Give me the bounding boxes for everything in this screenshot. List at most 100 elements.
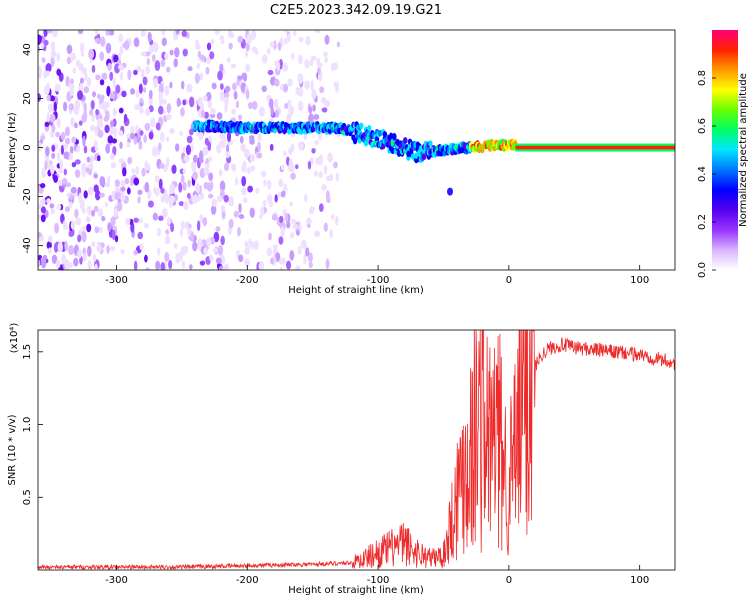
spectrogram-cell [286, 260, 292, 270]
spectrogram-cell [309, 206, 316, 212]
spectrogram-cell [154, 60, 161, 72]
spectrogram-cell [137, 196, 141, 204]
spectrogram-cell [231, 82, 237, 91]
spectrogram-cell [238, 254, 244, 263]
spectrogram-cell [262, 54, 268, 64]
spectrogram-cell [94, 145, 99, 152]
spectrogram-cell [139, 130, 144, 136]
spectrogram-cell [185, 144, 191, 156]
spectrogram-cell [218, 168, 223, 177]
spectrogram-cell [108, 127, 115, 135]
spectrogram-cell [260, 206, 265, 217]
spectrogram-cell [75, 217, 82, 226]
spectrogram-cell [222, 265, 228, 270]
spectrogram-cell [223, 92, 230, 99]
spectrogram-cell [97, 129, 104, 139]
spectrogram-cell [274, 252, 281, 263]
spectrogram-cell [120, 192, 126, 202]
spectrogram-cell [217, 70, 223, 81]
spectrogram-cell [312, 104, 316, 112]
spectrogram-cell [120, 180, 127, 187]
spectrogram-cell [292, 223, 299, 230]
spectrogram-cell [279, 266, 284, 270]
spectrogram-cell [77, 30, 84, 35]
spectrogram-cell [215, 257, 222, 264]
spectrogram-cell [107, 62, 112, 72]
spectrogram-cell [158, 215, 164, 221]
spectrogram-cell [55, 259, 61, 269]
spectrogram-cell [297, 246, 302, 255]
spectrogram-cell [153, 212, 157, 220]
spectrogram-cell [158, 83, 164, 95]
spectrogram-cell [160, 195, 165, 203]
spectrogram-cell [44, 160, 48, 171]
spectrogram-cell [124, 40, 130, 51]
spectrogram-cell [304, 193, 308, 203]
spectrogram-cell [214, 30, 220, 35]
spectrogram-cell [118, 33, 124, 43]
spectrogram-cell [251, 30, 257, 40]
spectrogram-cell [244, 148, 250, 159]
spectrogram-cell [94, 37, 100, 44]
spectrogram-cell [228, 42, 233, 50]
spectrogram-cell [318, 171, 323, 179]
spectrogram-cell [215, 226, 221, 232]
spectrogram-cell [206, 56, 212, 65]
spectrogram-cell [46, 82, 50, 94]
spectrogram-cell [327, 152, 333, 163]
spectrogram-cell [297, 100, 304, 112]
spectrogram-cell [93, 205, 99, 213]
spectrogram-cell [203, 111, 209, 119]
spectrogram-cell [202, 146, 209, 156]
spectrogram-cell [97, 208, 104, 218]
spectrogram-cell [145, 65, 150, 75]
spectrogram-cell [74, 208, 79, 218]
spectrogram-cell [145, 267, 150, 270]
spectrogram-cell [178, 182, 183, 193]
spectrogram-cell [219, 180, 226, 192]
spectrogram-cell [199, 214, 204, 224]
spectrogram-cell [209, 181, 214, 191]
spectrogram-cell [246, 33, 253, 44]
spectrogram-cell [263, 179, 267, 187]
spectrogram-cell [203, 167, 210, 176]
spectrogram-cell [53, 101, 57, 112]
colorbar-label: Normalized spectral amplitude [738, 73, 749, 227]
spectrogram-cell [148, 131, 154, 140]
spectrogram-cell [133, 217, 139, 223]
spectrogram-cell [334, 84, 339, 93]
spectrogram-cell [262, 199, 267, 207]
spectrogram-cell [246, 167, 252, 174]
spectrogram-cell [44, 146, 50, 157]
spectrogram-cell [314, 230, 321, 238]
spectrogram-cell [305, 35, 311, 46]
spectrogram-cell [194, 72, 200, 84]
spectrogram-cell [182, 168, 186, 174]
spectrogram-cell [99, 79, 105, 86]
spectrogram-cell [104, 201, 109, 208]
spectrogram-cell [134, 104, 141, 111]
spectrogram-cell [152, 145, 158, 157]
spectrogram-cell [217, 245, 224, 256]
spectrogram-cell [286, 220, 291, 229]
spectrogram-cell [100, 94, 105, 101]
spectrogram-cell [101, 215, 106, 222]
spectrogram-cell [284, 30, 289, 33]
spectrogram-cell [248, 238, 252, 247]
spectrogram-cell [126, 187, 131, 195]
spectrogram-cell [118, 52, 122, 60]
spectrogram-cell [321, 107, 328, 113]
spectrogram-cell [188, 264, 193, 270]
spectrogram-cell [49, 95, 56, 102]
spectrogram-cell [175, 252, 181, 264]
spectrogram-cell [129, 132, 135, 140]
spectrogram-cell [168, 259, 173, 270]
spectrogram-cell [123, 113, 128, 123]
spectrogram-cell [157, 227, 161, 237]
colorbar: 0.0 0.2 0.4 0.6 0.8 Normalized spectral ampl… [697, 30, 749, 278]
spectrogram-cell [318, 203, 324, 212]
spectrogram-cell [129, 88, 136, 95]
spectrogram-cell [234, 177, 239, 186]
spectrogram-cell [186, 83, 191, 93]
